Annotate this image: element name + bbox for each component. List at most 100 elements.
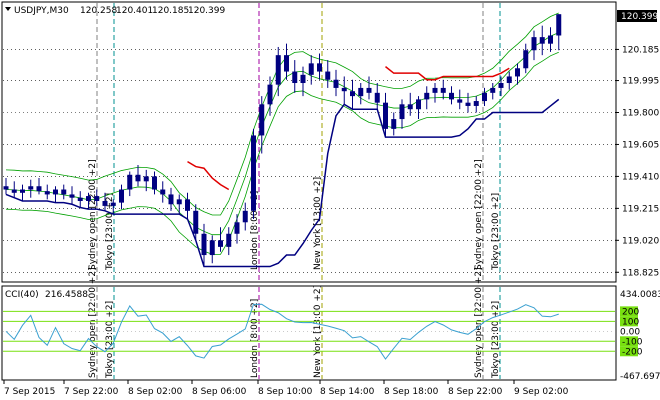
- cci-level-badge: [620, 306, 638, 317]
- candle-body: [127, 174, 133, 190]
- time-tick-label: 7 Sep 2015: [4, 387, 55, 397]
- candle-body: [61, 189, 67, 195]
- candle-body: [416, 99, 421, 110]
- session-label: Sydney open [22:00 +2]: [88, 267, 98, 378]
- time-tick-label: 7 Sep 22:00: [64, 387, 119, 397]
- cci-level-label: -100: [622, 337, 643, 347]
- candle-body: [556, 14, 562, 36]
- cci-value: 216.4588: [45, 290, 88, 300]
- candle-body: [77, 197, 83, 201]
- candle-body: [473, 101, 479, 106]
- cci-level-label: 100: [622, 317, 639, 327]
- candle-body: [20, 189, 25, 193]
- price-tick-label: 119.605: [622, 140, 659, 150]
- price-tick-label: 119.995: [622, 77, 659, 87]
- candle-body: [185, 199, 190, 211]
- candle-body: [36, 186, 42, 192]
- candle-body: [515, 68, 520, 77]
- candle-body: [465, 102, 471, 106]
- resistance-stop-line: [385, 66, 510, 81]
- candle-body: [135, 174, 141, 182]
- price-tick-label: 119.410: [622, 172, 659, 182]
- candle-body: [69, 194, 75, 198]
- candle-body: [498, 83, 504, 88]
- candle-body: [209, 240, 215, 256]
- time-tick-label: 8 Sep 14:00: [320, 387, 375, 397]
- candle-body: [168, 194, 174, 205]
- candle-body: [383, 102, 388, 129]
- candle-body: [234, 222, 240, 234]
- cci-tick-label: 0.00: [620, 327, 640, 337]
- support-stop-line: [5, 98, 560, 268]
- candle-body: [201, 233, 207, 256]
- candle-body: [391, 119, 397, 129]
- candle-body: [440, 87, 446, 93]
- candle-body: [366, 87, 372, 93]
- candle-body: [284, 55, 289, 72]
- cci-level-badge: [620, 336, 638, 347]
- candle-body: [44, 191, 50, 195]
- candle-body: [102, 200, 108, 206]
- time-tick-label: 8 Sep 18:00: [384, 387, 439, 397]
- cci-level-label: 200: [622, 307, 639, 317]
- session-label: London [8:00 +2]: [250, 299, 260, 378]
- candle-body: [275, 55, 281, 85]
- candle-body: [218, 240, 223, 247]
- session-label: Sydney open [22:00 +2]: [88, 159, 98, 270]
- candle-body: [424, 92, 430, 100]
- lower-envelope-line: [5, 51, 559, 255]
- price-tick-label: 119.215: [622, 204, 659, 214]
- candle-body: [119, 189, 124, 203]
- candle-body: [11, 189, 17, 193]
- session-label: Tokyo [23:00 +2]: [105, 301, 115, 379]
- session-label: London [8:00 +2]: [250, 191, 260, 270]
- candlesticks: [3, 14, 562, 267]
- time-tick-label: 8 Sep 02:00: [128, 387, 183, 397]
- candle-body: [176, 199, 182, 205]
- session-label: Sydney open [22:00 +2]: [474, 159, 484, 270]
- session-label: Tokyo [23:00 +2]: [105, 193, 115, 271]
- ohlc-close: 120.399: [188, 6, 225, 16]
- session-label: Tokyo [23:00 +2]: [491, 301, 501, 379]
- dropdown-triangle-icon[interactable]: [5, 7, 11, 11]
- candle-body: [432, 87, 438, 93]
- candle-body: [143, 176, 149, 182]
- price-tick-label: 118.825: [622, 268, 659, 278]
- time-tick-label: 8 Sep 06:00: [192, 387, 247, 397]
- candle-body: [308, 63, 314, 75]
- time-tick-label: 8 Sep 22:00: [448, 387, 503, 397]
- candle-body: [28, 186, 34, 190]
- candle-body: [226, 233, 232, 247]
- session-label: New York [13:00 +2]: [313, 285, 323, 378]
- candle-body: [482, 92, 487, 102]
- candle-body: [539, 37, 545, 44]
- cci-level-badge: [620, 346, 638, 357]
- candle-body: [152, 176, 157, 190]
- upper-envelope-line: [5, 12, 559, 216]
- session-label: New York [13:00 +2]: [313, 177, 323, 270]
- chart-header: USDJPY,M30 120.258 120.401 120.185 120.3…: [5, 6, 225, 16]
- candle-body: [317, 63, 322, 72]
- candle-body: [490, 87, 496, 93]
- candle-body: [3, 186, 9, 190]
- session-markers: Sydney open [22:00 +2]Sydney open [22:00…: [88, 3, 501, 379]
- candle-body: [86, 196, 91, 201]
- ohlc-high: 120.401: [116, 6, 153, 16]
- candle-body: [259, 104, 265, 136]
- candle-body: [350, 91, 355, 97]
- cci-tick-label: 434.0083: [620, 290, 660, 300]
- cci-level-badge: [620, 316, 638, 327]
- candle-body: [457, 99, 463, 103]
- resistance-stop-line: [187, 161, 230, 191]
- time-tick-label: 9 Sep 02:00: [514, 387, 569, 397]
- session-label: Sydney open [22:00 +2]: [474, 267, 484, 378]
- candle-body: [193, 210, 199, 234]
- cci-level-label: -200: [622, 347, 643, 357]
- candle-body: [242, 210, 248, 223]
- symbol-label: USDJPY,M30: [14, 6, 69, 16]
- candle-body: [523, 50, 529, 69]
- price-tick-label: 119.020: [622, 236, 659, 246]
- candle-body: [374, 92, 380, 103]
- candle-body: [341, 87, 347, 92]
